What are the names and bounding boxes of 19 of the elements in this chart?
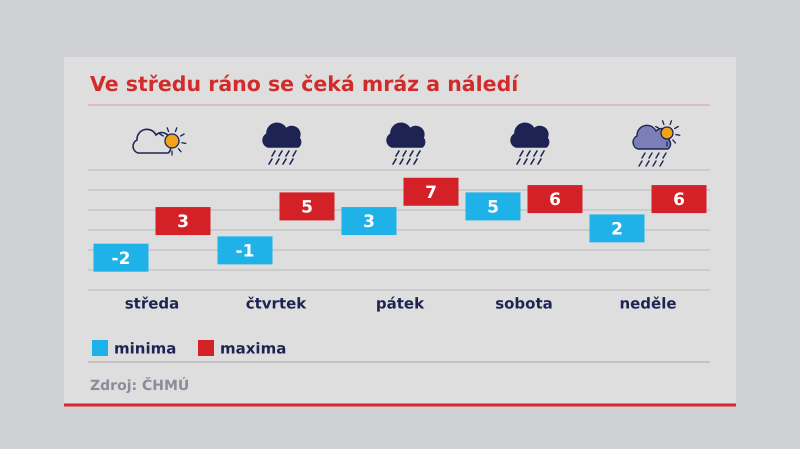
category-label: sobota <box>495 294 553 312</box>
category-label: neděle <box>619 294 677 312</box>
data-label: 5 <box>301 198 313 218</box>
legend-label: maxima <box>220 339 286 358</box>
category-label: středa <box>124 294 180 312</box>
data-label: 2 <box>611 220 623 240</box>
text: Zdroj: ČHMÚ <box>90 376 190 394</box>
data-label: -1 <box>236 241 254 262</box>
data-label: 5 <box>487 198 499 218</box>
data-label: 6 <box>673 190 685 210</box>
data-label: 7 <box>425 182 437 203</box>
data-label: 3 <box>177 212 189 232</box>
category-label: pátek <box>376 294 426 312</box>
category-label: čtvrtek <box>246 294 308 312</box>
data-label: -2 <box>112 248 130 269</box>
data-label: 3 <box>363 212 375 232</box>
legend-label: minima <box>114 339 176 358</box>
text: Ve středu ráno se čeká mráz a náledí <box>90 72 520 96</box>
data-label: 6 <box>549 190 561 210</box>
